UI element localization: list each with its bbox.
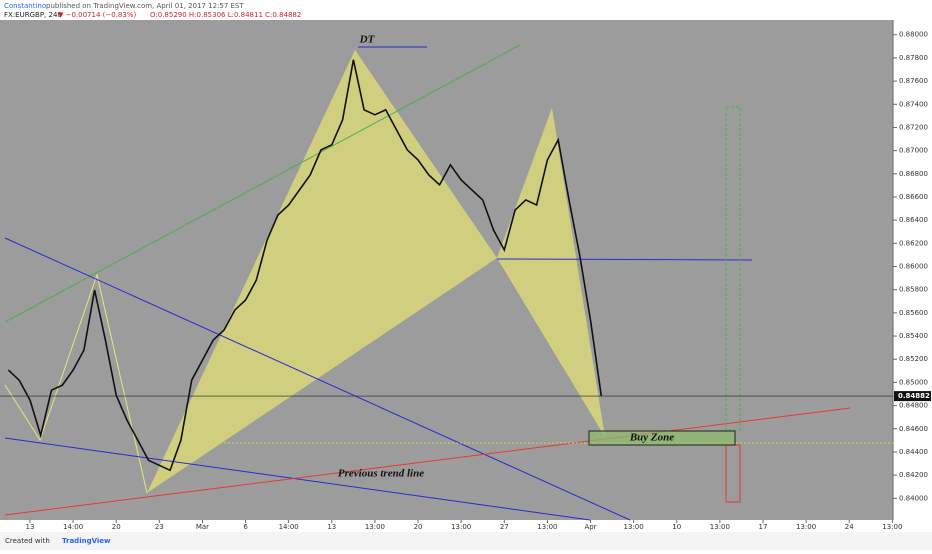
annotation: Previous trend line xyxy=(338,468,424,480)
last-price-tag xyxy=(894,391,931,402)
x-tick-label: 27 xyxy=(500,523,509,531)
last-price-label: 0.84882 xyxy=(898,392,930,400)
published: published on TradingView.com, April 01, … xyxy=(46,2,244,10)
price-axis xyxy=(893,20,932,520)
trend-line xyxy=(4,44,521,323)
x-tick-label: Apr xyxy=(584,523,596,531)
trend-line xyxy=(4,437,591,521)
y-tick-label: 0.86600 xyxy=(899,193,928,201)
y-tick-label: 0.87600 xyxy=(899,77,928,85)
footer-brand[interactable]: TradingView xyxy=(62,537,111,545)
y-tick-label: 0.85800 xyxy=(899,286,928,294)
annotation: Buy Zone xyxy=(629,432,674,444)
price-line xyxy=(7,59,603,472)
x-tick-label: 14:00 xyxy=(63,523,83,531)
buy-zone-box xyxy=(588,430,736,446)
footer-created: Created with xyxy=(5,537,50,545)
y-tick-label: 0.87800 xyxy=(899,54,928,62)
change: ▼ −0.00714 (−0.83%) xyxy=(58,11,136,19)
target-box xyxy=(725,106,741,431)
y-tick-label: 0.85600 xyxy=(899,309,928,317)
y-tick-label: 0.86800 xyxy=(899,170,928,178)
x-tick-label: Mar xyxy=(196,523,209,531)
x-tick-label: 13:00 xyxy=(882,523,902,531)
trend-line xyxy=(4,237,631,521)
pattern-xab xyxy=(147,50,497,493)
y-tick-label: 0.85000 xyxy=(899,378,928,386)
x-tick-label: 13:00 xyxy=(710,523,730,531)
symbol: FX:EURGBP, 240 xyxy=(4,11,62,19)
y-tick-label: 0.88000 xyxy=(899,31,928,39)
x-tick-label: 13 xyxy=(327,523,336,531)
y-tick-label: 0.84200 xyxy=(899,471,928,479)
x-tick-label: 20 xyxy=(112,523,121,531)
y-tick-label: 0.85200 xyxy=(899,355,928,363)
x-tick-label: 24 xyxy=(845,523,854,531)
trend-line xyxy=(4,407,851,516)
y-tick-label: 0.86200 xyxy=(899,239,928,247)
level-line xyxy=(496,258,753,261)
pattern-leg xyxy=(4,273,148,494)
y-tick-label: 0.85400 xyxy=(899,332,928,340)
y-tick-label: 0.84800 xyxy=(899,402,928,410)
x-tick-label: 13 xyxy=(25,523,34,531)
ohlc: O:0.85290 H:0.85306 L:0.84811 C:0.84882 xyxy=(150,11,301,19)
pattern xyxy=(4,44,893,521)
footer-bar xyxy=(0,532,932,550)
x-tick-label: 13:00 xyxy=(537,523,557,531)
x-tick-label: 10 xyxy=(672,523,681,531)
y-tick-label: 0.84600 xyxy=(899,425,928,433)
x-tick-label: 20 xyxy=(414,523,423,531)
y-tick-label: 0.86000 xyxy=(899,263,928,271)
y-tick-label: 0.84000 xyxy=(899,494,928,502)
x-tick-label: 13:00 xyxy=(624,523,644,531)
x-tick-label: 13:00 xyxy=(796,523,816,531)
x-tick-label: 6 xyxy=(243,523,248,531)
header-bar xyxy=(0,0,932,20)
x-tick-label: 13:00 xyxy=(451,523,471,531)
author[interactable]: Constantino xyxy=(4,2,46,10)
x-tick-label: 14:00 xyxy=(279,523,299,531)
x-tick-label: 17 xyxy=(759,523,768,531)
y-tick-label: 0.87200 xyxy=(899,123,928,131)
y-tick-label: 0.86400 xyxy=(899,216,928,224)
x-tick-label: 23 xyxy=(155,523,164,531)
y-tick-label: 0.87400 xyxy=(899,100,928,108)
x-tick-label: 13:00 xyxy=(365,523,385,531)
y-tick-label: 0.87000 xyxy=(899,147,928,155)
annotation: DT xyxy=(359,34,376,46)
pattern-bcd xyxy=(497,108,605,437)
y-tick-label: 0.84400 xyxy=(899,448,928,456)
